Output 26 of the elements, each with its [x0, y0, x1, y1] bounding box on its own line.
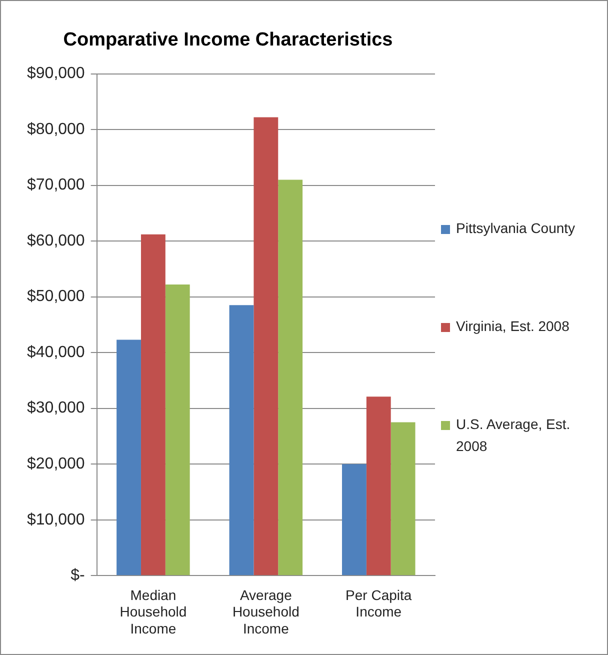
x-tick-label: Average Household Income: [232, 586, 300, 636]
y-tick-label: $40,000: [26, 344, 85, 361]
legend-label: U.S. Average, Est. 2008: [456, 415, 572, 456]
legend-label: Virginia, Est. 2008: [456, 317, 570, 336]
y-tick-label: $90,000: [26, 65, 85, 82]
y-tick-label: $-: [70, 567, 85, 584]
bar: [116, 340, 141, 576]
x-tick-label: Median Household Income: [120, 586, 187, 636]
bar: [342, 464, 366, 576]
bar: [140, 234, 166, 576]
legend-label: Pittsylvania County: [456, 219, 576, 238]
y-tick-label: $60,000: [26, 232, 85, 250]
bar: [229, 305, 254, 576]
bar: [366, 396, 391, 576]
bar: [390, 422, 416, 576]
bar: [165, 284, 190, 576]
chart-title: Comparative Income Characteristics: [63, 30, 393, 51]
y-tick-label: $80,000: [26, 120, 85, 138]
x-tick-label: Per Capita Income: [346, 586, 412, 620]
y-tick-label: $30,000: [26, 400, 85, 417]
y-tick-label: $50,000: [26, 288, 85, 306]
y-tick-label: $20,000: [26, 455, 85, 472]
bar: [254, 117, 278, 576]
y-tick-label: $70,000: [26, 176, 85, 194]
y-tick-label: $10,000: [26, 511, 85, 528]
bar: [278, 180, 303, 576]
